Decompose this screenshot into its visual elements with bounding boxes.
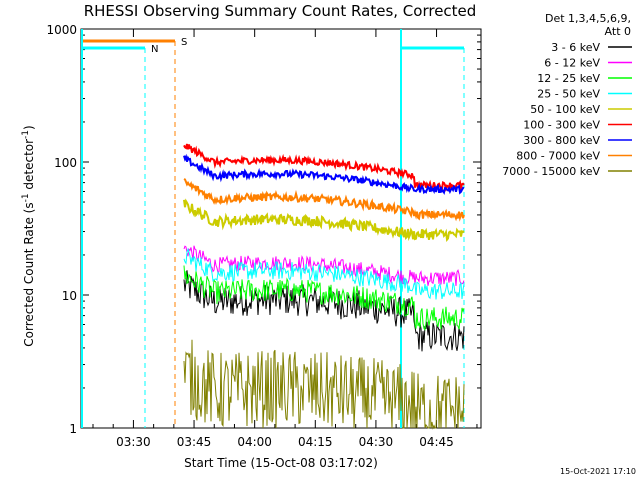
x-tick-label: 03:45 [177,435,212,449]
flag-n-label: N [151,44,158,55]
x-axis-label: Start Time (15-Oct-08 03:17:02) [184,456,378,470]
legend-header-line2: Att 0 [605,25,631,38]
x-tick-label: 03:30 [116,435,151,449]
series-layer [183,143,465,430]
y-axis-label-part3: ) [22,125,36,130]
legend-label: 7000 - 15000 keV [502,165,600,178]
series-line [183,153,465,195]
series-line [183,339,465,430]
legend-label: 3 - 6 keV [551,41,600,54]
x-tick-label: 04:30 [359,435,394,449]
legend-label: 800 - 7000 keV [516,150,600,163]
legend-label: 12 - 25 keV [537,72,600,85]
flag-s-label: S [181,37,187,48]
y-tick-label: 100 [54,156,77,170]
series-line [183,245,465,286]
series-line [183,178,465,222]
legend-label: 6 - 12 keV [544,57,600,70]
y-tick-label: 1 [69,422,77,436]
y-tick-label: 1000 [46,23,77,37]
legend-header-line1: Det 1,3,4,5,6,9, [545,12,631,25]
legend-label: 25 - 50 keV [537,88,600,101]
y-axis-label-sup1: -1 [21,193,31,202]
x-tick-label: 04:00 [237,435,272,449]
y-axis-label-part2: detector [22,139,36,194]
legend: 3 - 6 keV 6 - 12 keV 12 - 25 keV 25 - 50 ke… [502,41,632,178]
footer-date: 15-Oct-2021 17:10 [560,467,636,476]
x-tick-label: 04:15 [298,435,333,449]
series-line [183,247,465,300]
series-line [183,270,465,352]
legend-label: 300 - 800 keV [523,134,600,147]
chart-title: RHESSI Observing Summary Count Rates, Co… [84,2,477,20]
series-line [183,198,465,242]
series-line [183,143,465,192]
y-tick-label: 10 [62,289,77,303]
series-line [183,265,465,331]
y-axis-label-part1: Corrected Count Rate (s [22,202,36,346]
y-axis-label-sup2: -1 [21,130,31,139]
legend-label: 50 - 100 keV [530,103,600,116]
y-axis-label: Corrected Count Rate (s-1 detector-1) [21,125,36,346]
x-tick-label: 04:45 [419,435,454,449]
legend-label: 100 - 300 keV [523,119,600,132]
